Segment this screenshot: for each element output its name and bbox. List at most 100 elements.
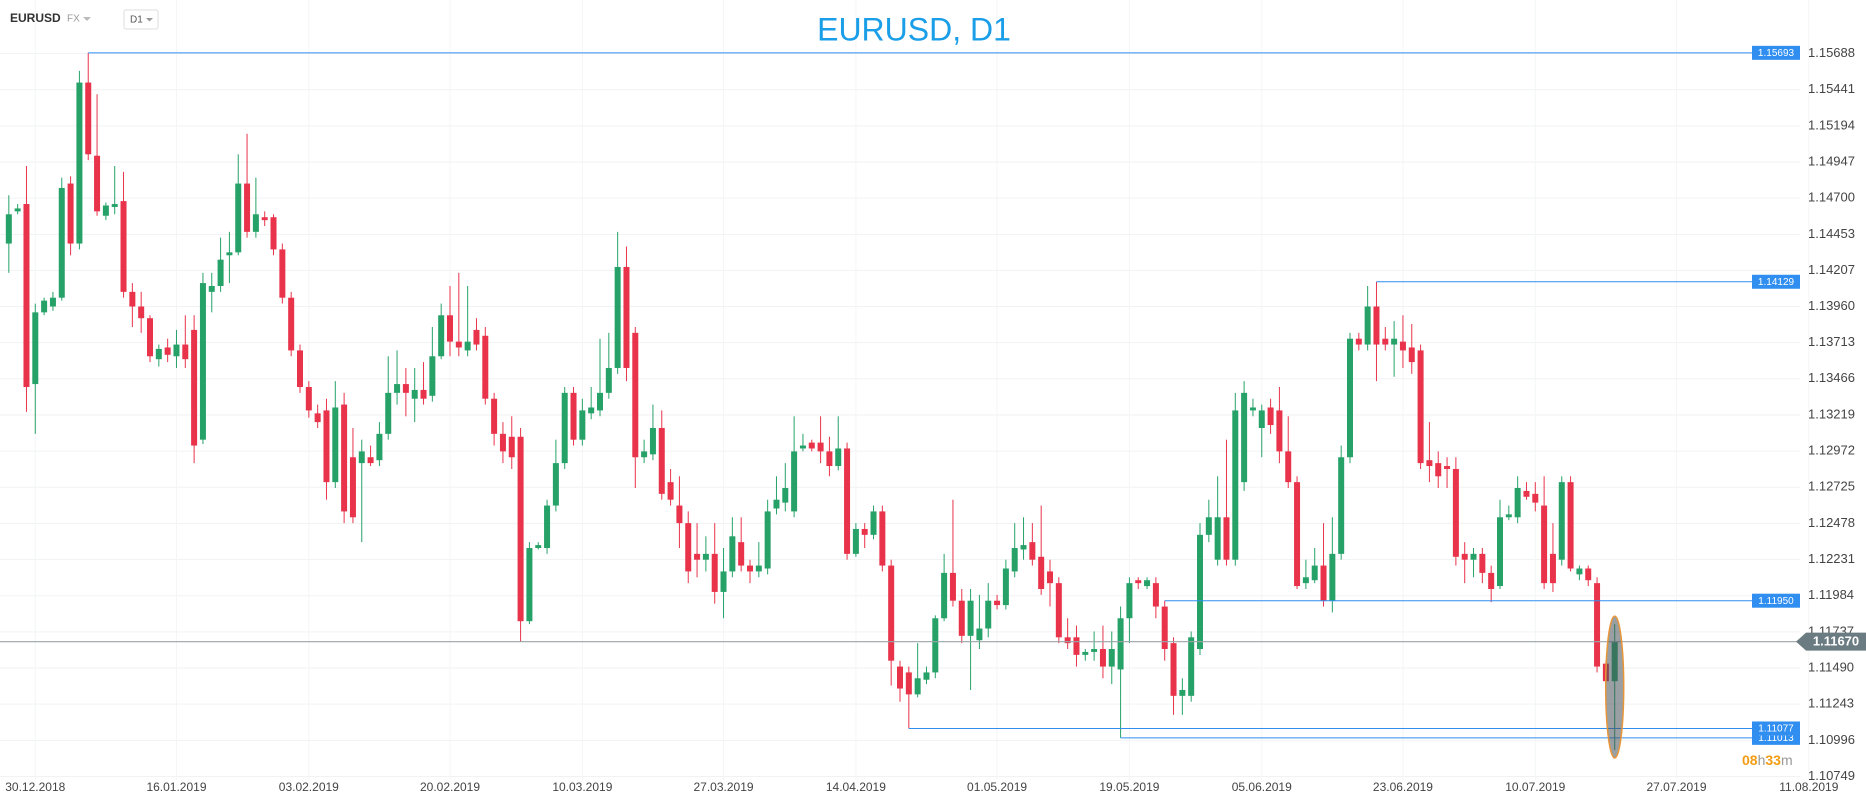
y-tick-label: 1.12725 — [1808, 479, 1855, 494]
candle-body — [764, 511, 771, 569]
candle-body — [526, 548, 533, 622]
y-tick-label: 1.10749 — [1808, 768, 1855, 783]
candle-body — [120, 201, 127, 292]
candle-body — [985, 600, 992, 629]
y-tick-label: 1.14453 — [1808, 226, 1855, 241]
candle-body — [1426, 460, 1433, 467]
candle-body — [208, 286, 215, 292]
timeframe-box[interactable] — [123, 9, 159, 30]
candle-body — [879, 511, 886, 566]
x-tick-label: 01.05.2019 — [967, 780, 1027, 794]
timeframe-caret[interactable] — [146, 18, 153, 22]
level-label-box — [1752, 274, 1800, 289]
y-tick-label: 1.14700 — [1808, 190, 1855, 205]
candle-body — [835, 448, 842, 467]
candle-body — [499, 433, 506, 452]
candle-body — [1497, 517, 1503, 587]
candle-body — [949, 572, 956, 601]
candle-body — [49, 297, 56, 307]
candle-body — [1311, 565, 1318, 581]
candle-body — [844, 448, 851, 554]
y-tick-label: 1.15441 — [1808, 81, 1855, 96]
candle-body — [1417, 350, 1424, 464]
candle-body — [473, 329, 480, 345]
candle-body — [235, 183, 242, 253]
candle-body — [385, 392, 392, 434]
candle-body — [394, 384, 401, 393]
candle-body — [1355, 338, 1362, 345]
level-label-box — [1752, 721, 1800, 736]
candle-body — [1347, 338, 1353, 458]
level-label: 1.14129 — [1758, 277, 1795, 288]
candle-body — [561, 392, 568, 464]
x-tick-label: 27.03.2019 — [693, 780, 753, 794]
candle-body — [367, 457, 374, 464]
level-label-box — [1752, 45, 1800, 60]
candle-body — [905, 672, 912, 695]
y-tick-label: 1.13713 — [1808, 334, 1855, 349]
candle-body — [252, 214, 259, 232]
countdown-minutes: 33 — [1765, 752, 1781, 768]
candle-body — [1408, 347, 1415, 363]
candle-body — [1135, 580, 1142, 584]
y-tick-label: 1.11243 — [1808, 696, 1854, 711]
candle-body — [58, 187, 65, 298]
candle-body — [1188, 637, 1195, 696]
candle-body — [1329, 553, 1336, 601]
y-tick-label: 1.13466 — [1808, 370, 1855, 385]
market: FX — [67, 14, 80, 25]
candle-body — [1241, 392, 1248, 483]
candle-body — [508, 436, 515, 458]
candle-body — [482, 335, 489, 399]
candle-body — [1320, 565, 1327, 601]
candle-body — [747, 565, 753, 572]
candle-body — [402, 384, 409, 393]
candle-body — [597, 392, 603, 411]
candle-body — [102, 205, 109, 216]
y-tick-label: 1.15688 — [1808, 45, 1855, 60]
candle-body — [138, 306, 145, 319]
x-tick-label: 30.12.2018 — [5, 780, 65, 794]
market-caret[interactable] — [83, 17, 91, 21]
candle-body — [1549, 553, 1556, 584]
candle-body — [1558, 482, 1565, 560]
candle-body — [711, 553, 718, 592]
countdown: 08h33m — [1742, 752, 1793, 768]
symbol[interactable]: EURUSD — [10, 11, 61, 25]
candle-body — [155, 348, 162, 360]
candle-body — [1276, 410, 1283, 452]
candle-body — [649, 427, 656, 455]
candle-body — [244, 183, 251, 232]
candle-body — [1258, 410, 1265, 428]
candle-body — [570, 392, 577, 440]
candle-body — [1444, 466, 1451, 469]
candle-body — [755, 565, 762, 572]
candle-body — [729, 536, 736, 572]
x-tick-label: 10.03.2019 — [552, 780, 612, 794]
candle-body — [164, 347, 171, 355]
plot-area — [0, 0, 1810, 780]
y-tick-label: 1.12478 — [1808, 515, 1855, 530]
countdown-minutes-unit: m — [1781, 752, 1793, 768]
candle-body — [888, 565, 895, 661]
candle-body — [226, 252, 233, 256]
candle-body — [782, 487, 789, 503]
candle-body — [23, 204, 30, 387]
candle-body — [994, 600, 1001, 606]
candle-body — [1267, 407, 1274, 426]
overlay: 1.15688 1.15441 1.15194 1.14947 1.14700 1.144… — [5, 45, 1866, 794]
level-label: 1.11013 — [1758, 733, 1794, 744]
candle-body — [544, 505, 551, 549]
y-tick-label: 1.12231 — [1808, 551, 1855, 566]
candle-body — [1541, 505, 1548, 584]
candle-body — [323, 410, 330, 483]
candle-body — [852, 528, 859, 554]
candle-body — [358, 451, 365, 464]
x-tick-label: 03.02.2019 — [279, 780, 339, 794]
timeframe[interactable]: D1 — [130, 15, 143, 26]
x-tick-label: 27.07.2019 — [1646, 780, 1706, 794]
candle-body — [817, 442, 824, 452]
x-tick-label: 20.02.2019 — [420, 780, 480, 794]
candle-body — [1232, 410, 1239, 560]
